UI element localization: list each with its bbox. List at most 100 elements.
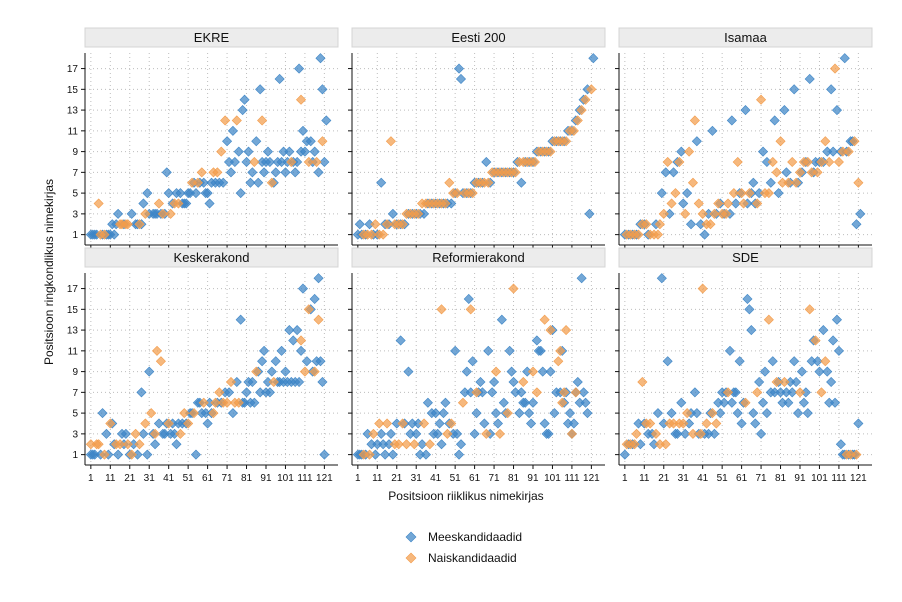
data-point (403, 366, 414, 377)
data-point (387, 449, 398, 460)
data-point (313, 273, 324, 284)
data-point (183, 418, 194, 429)
data-point (685, 219, 697, 230)
data-point (192, 177, 203, 188)
data-point (434, 418, 445, 429)
data-point (251, 136, 262, 147)
data-point (721, 208, 732, 219)
data-point (204, 198, 215, 209)
data-point (767, 356, 778, 367)
panel-title: Eesti 200 (451, 30, 505, 45)
data-point (190, 188, 201, 199)
x-tick-label: 81 (508, 473, 520, 484)
x-tick-label: 61 (736, 473, 748, 484)
data-point (259, 345, 270, 356)
data-point (555, 345, 566, 356)
series-naiskandidaadid (621, 283, 862, 460)
data-point (680, 428, 691, 439)
data-point (693, 198, 704, 209)
data-point (722, 387, 734, 398)
data-point (455, 439, 467, 450)
data-point (518, 376, 529, 387)
y-tick-label: 11 (68, 126, 79, 137)
data-point (436, 439, 447, 450)
x-tick-label: 111 (564, 473, 580, 484)
data-point (543, 428, 554, 439)
data-point (136, 387, 147, 398)
data-point (297, 125, 308, 136)
data-point (619, 449, 630, 460)
data-point (420, 449, 431, 460)
data-point (481, 428, 492, 439)
data-point (452, 428, 463, 439)
data-point (249, 397, 260, 408)
x-tick-label: 91 (260, 473, 272, 484)
data-point (483, 177, 494, 188)
data-point (266, 366, 277, 377)
data-point (227, 408, 238, 419)
data-point (748, 177, 759, 188)
data-point (225, 376, 236, 387)
data-point (684, 146, 695, 157)
data-point (138, 428, 149, 439)
data-point (568, 418, 579, 429)
data-point (804, 304, 815, 315)
data-point (432, 428, 443, 439)
data-point (370, 219, 381, 230)
data-point (531, 387, 542, 398)
data-point (454, 449, 465, 460)
data-point (789, 84, 800, 95)
x-tick-label: 1 (355, 473, 361, 484)
data-point (223, 387, 235, 398)
panel-title: EKRE (194, 30, 230, 45)
data-point (689, 387, 700, 398)
data-point (294, 63, 305, 74)
data-point (385, 136, 396, 147)
data-point (582, 408, 593, 419)
data-point (833, 156, 844, 167)
data-point (202, 188, 213, 199)
data-point (274, 73, 285, 84)
data-point (691, 136, 702, 147)
data-point (455, 73, 467, 84)
data-point (142, 449, 153, 460)
data-point (835, 439, 846, 450)
data-point (368, 428, 379, 439)
data-point (243, 146, 254, 157)
data-point (561, 136, 572, 147)
data-point (578, 387, 589, 398)
data-point (566, 428, 577, 439)
data-point (637, 376, 648, 387)
data-point (134, 219, 145, 230)
data-point (697, 208, 708, 219)
data-point (138, 198, 149, 209)
data-point (678, 198, 689, 209)
data-point (738, 198, 749, 209)
data-point (196, 167, 207, 178)
data-point (816, 387, 827, 398)
data-point (773, 188, 784, 199)
data-point (502, 408, 513, 419)
data-point (707, 125, 718, 136)
data-point (833, 345, 844, 356)
data-point (222, 397, 233, 408)
data-point (676, 146, 687, 157)
y-tick-label: 3 (72, 209, 78, 220)
series-naiskandidaadid (621, 63, 864, 240)
data-point (524, 408, 535, 419)
data-point (701, 418, 712, 429)
data-point (366, 229, 377, 240)
data-point (315, 53, 326, 64)
data-point (424, 439, 435, 450)
panel-strip (618, 27, 873, 48)
data-point (126, 449, 137, 460)
data-point (516, 177, 527, 188)
panel-strip (351, 247, 606, 268)
data-point (225, 167, 236, 178)
data-point (514, 408, 525, 419)
y-tick-label: 11 (68, 346, 79, 357)
data-point (814, 366, 825, 377)
data-point (487, 387, 498, 398)
data-point (417, 439, 428, 450)
